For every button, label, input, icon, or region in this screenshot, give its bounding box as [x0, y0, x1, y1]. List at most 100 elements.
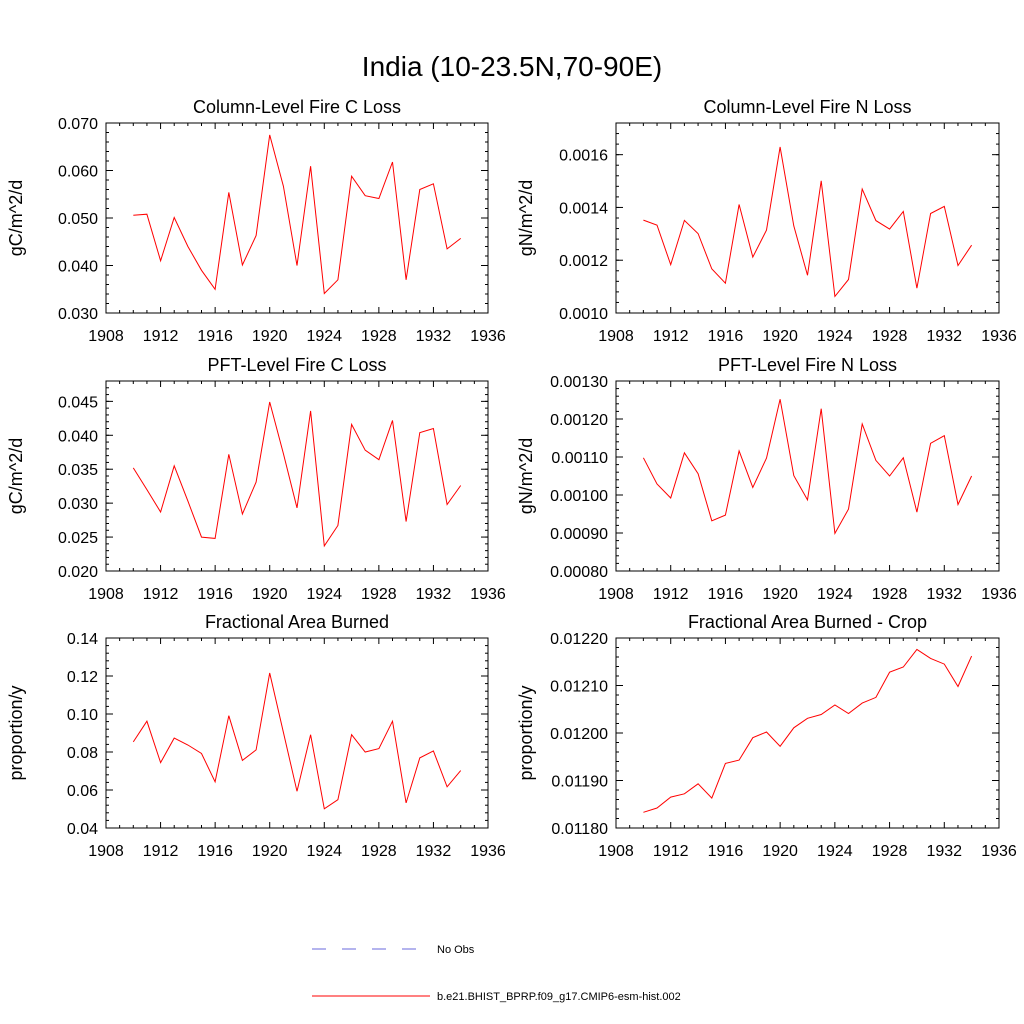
- x-tick-label: 1912: [143, 843, 179, 860]
- plot-frame: [615, 637, 1000, 829]
- x-tick-label: 1908: [88, 843, 124, 860]
- y-tick-label: 0.045: [58, 394, 98, 411]
- x-tick-label: 1924: [817, 586, 853, 603]
- legend-label-no-obs: No Obs: [437, 944, 475, 956]
- y-tick-label: 0.00120: [550, 412, 608, 429]
- x-tick-label: 1920: [762, 843, 798, 860]
- x-tick-label: 1920: [762, 328, 798, 345]
- x-tick-label: 1936: [470, 586, 506, 603]
- x-tick-label: 1916: [708, 328, 744, 345]
- y-tick-label: 0.020: [58, 564, 98, 581]
- x-tick-label: 1928: [361, 843, 397, 860]
- x-tick-label: 1928: [361, 586, 397, 603]
- x-tick-label: 1924: [817, 843, 853, 860]
- x-tick-label: 1924: [306, 586, 342, 603]
- y-tick-label: 0.070: [58, 116, 98, 133]
- x-tick-label: 1928: [872, 328, 908, 345]
- x-tick-label: 1916: [708, 843, 744, 860]
- series-line-1: [643, 648, 973, 813]
- x-tick-label: 1932: [926, 586, 962, 603]
- y-tick-label: 0.01220: [550, 631, 608, 648]
- y-tick-label: 0.08: [67, 745, 98, 762]
- y-tick-label: 0.00130: [550, 374, 608, 391]
- legend: No Obs b.e21.BHIST_BPRP.f09_g17.CMIP6-es…: [312, 944, 681, 1003]
- x-tick-label: 1916: [708, 586, 744, 603]
- y-axis-label: proportion/y: [516, 685, 536, 780]
- y-tick-label: 0.01190: [551, 774, 608, 791]
- y-tick-label: 0.030: [58, 306, 98, 323]
- y-tick-label: 0.00090: [550, 526, 608, 543]
- x-tick-label: 1932: [926, 843, 962, 860]
- series-line-1: [133, 134, 462, 295]
- x-tick-label: 1936: [981, 328, 1017, 345]
- y-tick-label: 0.10: [67, 707, 98, 724]
- y-axis-label: gN/m^2/d: [516, 438, 536, 514]
- y-tick-label: 0.035: [58, 462, 98, 479]
- y-tick-label: 0.0016: [559, 148, 608, 165]
- x-tick-label: 1908: [598, 328, 634, 345]
- y-tick-label: 0.040: [58, 428, 98, 445]
- plot-frame: [105, 380, 489, 572]
- x-tick-label: 1916: [197, 328, 233, 345]
- series-line-1: [643, 146, 973, 298]
- y-tick-label: 0.12: [67, 669, 98, 686]
- x-tick-label: 1908: [88, 586, 124, 603]
- x-tick-label: 1920: [252, 328, 288, 345]
- x-tick-label: 1912: [143, 586, 179, 603]
- chart-panel-6: Fractional Area Burned - Crop proportion/…: [516, 612, 1017, 860]
- y-axis-label: gC/m^2/d: [6, 180, 26, 256]
- plot-frame: [615, 380, 1000, 572]
- panels-group: Column-Level Fire C Loss gC/m^2/d 1908 1912…: [6, 97, 1017, 860]
- x-tick-label: 1916: [197, 586, 233, 603]
- plot-frame: [105, 122, 489, 314]
- plot-frame: [105, 637, 489, 829]
- x-tick-label: 1912: [653, 843, 689, 860]
- chart-panel-2: Column-Level Fire N Loss gN/m^2/d 1908 1912…: [516, 97, 1017, 345]
- y-tick-label: 0.01200: [550, 726, 608, 743]
- y-tick-label: 0.060: [58, 164, 98, 181]
- y-axis-label: proportion/y: [6, 685, 26, 780]
- y-tick-label: 0.06: [67, 783, 98, 800]
- x-tick-label: 1928: [872, 843, 908, 860]
- series-line-1: [132, 672, 462, 810]
- x-tick-label: 1936: [981, 586, 1017, 603]
- x-tick-label: 1928: [361, 328, 397, 345]
- y-tick-label: 0.0014: [559, 200, 608, 217]
- y-tick-label: 0.00110: [551, 450, 608, 467]
- y-tick-label: 0.0012: [559, 253, 608, 270]
- x-tick-label: 1920: [252, 586, 288, 603]
- y-tick-label: 0.025: [58, 530, 98, 547]
- x-tick-label: 1932: [416, 586, 452, 603]
- chart-panel-4: PFT-Level Fire N Loss gN/m^2/d 1908 1912 191…: [516, 355, 1017, 603]
- y-axis-label: gC/m^2/d: [6, 438, 26, 514]
- panel-title: Fractional Area Burned - Crop: [688, 612, 927, 632]
- y-tick-label: 0.01210: [550, 679, 608, 696]
- y-tick-label: 0.050: [58, 211, 98, 228]
- y-tick-label: 0.01180: [551, 821, 608, 838]
- x-tick-label: 1932: [416, 328, 452, 345]
- panel-title: Column-Level Fire N Loss: [703, 97, 911, 117]
- x-tick-label: 1908: [88, 328, 124, 345]
- x-tick-label: 1936: [470, 328, 506, 345]
- x-tick-label: 1908: [598, 586, 634, 603]
- chart-panel-1: Column-Level Fire C Loss gC/m^2/d 1908 1912…: [6, 97, 506, 345]
- x-tick-label: 1920: [252, 843, 288, 860]
- series-line-1: [642, 399, 973, 536]
- y-tick-label: 0.040: [58, 259, 98, 276]
- y-tick-label: 0.00100: [550, 488, 608, 505]
- y-tick-label: 0.00080: [550, 564, 608, 581]
- x-tick-label: 1932: [926, 328, 962, 345]
- panel-title: PFT-Level Fire N Loss: [718, 355, 897, 375]
- chart-panel-5: Fractional Area Burned proportion/y 1908 19…: [6, 612, 506, 860]
- series-line-1: [132, 401, 462, 548]
- figure-title: India (10-23.5N,70-90E): [362, 51, 662, 82]
- x-tick-label: 1932: [416, 843, 452, 860]
- x-tick-label: 1912: [653, 328, 689, 345]
- x-tick-label: 1920: [762, 586, 798, 603]
- x-tick-label: 1916: [197, 843, 233, 860]
- legend-label-model: b.e21.BHIST_BPRP.f09_g17.CMIP6-esm-hist.…: [437, 991, 681, 1003]
- y-axis-label: gN/m^2/d: [516, 180, 536, 256]
- chart-panel-3: PFT-Level Fire C Loss gC/m^2/d 1908 1912 191…: [6, 355, 506, 603]
- x-tick-label: 1936: [470, 843, 506, 860]
